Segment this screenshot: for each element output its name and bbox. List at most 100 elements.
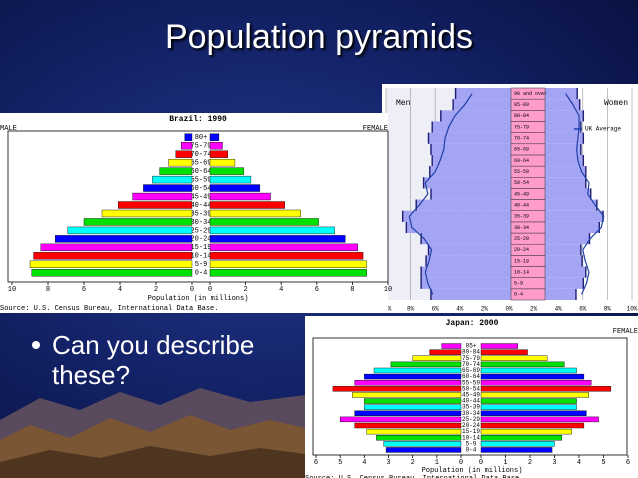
- edge-men: [405, 221, 408, 234]
- x-tick-label: 6: [626, 459, 630, 467]
- bar-female: [209, 243, 358, 252]
- x-tick-label: 8%: [604, 306, 612, 313]
- age-label: 60-64: [514, 158, 529, 164]
- age-label: 0-4: [466, 447, 477, 454]
- area-women: [509, 199, 598, 211]
- bar-female: [209, 184, 261, 192]
- x-tick-label: 0: [208, 286, 212, 294]
- bar-female: [209, 260, 367, 268]
- x-axis-label: Population (in millions): [148, 295, 249, 303]
- x-tick-label: 2: [243, 286, 247, 294]
- area-women: [509, 221, 601, 234]
- bar-male: [29, 260, 193, 268]
- edge-men: [415, 199, 417, 211]
- bar-male: [390, 361, 462, 368]
- bar-female: [480, 410, 587, 416]
- age-label: 35-39: [462, 404, 480, 411]
- area-women: [509, 266, 587, 278]
- age-label: 35-39: [514, 214, 529, 220]
- bar-male: [117, 201, 193, 209]
- age-label: 40-44: [190, 202, 211, 210]
- edge-men: [427, 132, 430, 144]
- area-men: [401, 210, 509, 222]
- area-women: [509, 121, 582, 133]
- bullet-dot: [32, 341, 40, 349]
- age-label: 10-14: [190, 253, 211, 261]
- bar-male: [354, 410, 462, 416]
- bar-female: [480, 355, 548, 361]
- foothills: [0, 446, 305, 478]
- x-tick-label: 1: [503, 459, 507, 467]
- area-women: [509, 188, 592, 200]
- age-label: 10-14: [514, 269, 529, 275]
- bar-male: [339, 416, 462, 423]
- x-tick-label: 10%: [627, 306, 638, 313]
- area-men: [420, 233, 509, 245]
- x-tick-label: 5: [338, 459, 342, 467]
- bar-male: [352, 392, 462, 398]
- bar-female: [480, 361, 565, 368]
- age-label: 35-39: [190, 210, 211, 218]
- x-tick-label: 4: [118, 286, 122, 294]
- area-men: [430, 288, 509, 300]
- area-men: [429, 166, 509, 178]
- bar-male: [132, 192, 193, 201]
- area-men: [425, 255, 509, 267]
- edge-men: [454, 88, 457, 100]
- age-box: [510, 87, 546, 100]
- x-tick-label: 6%: [432, 306, 440, 313]
- area-men: [420, 277, 509, 289]
- x-tick-label: 5: [601, 459, 605, 467]
- age-label: 50-54: [514, 180, 529, 186]
- area-men: [430, 188, 509, 200]
- x-tick-label: 4: [362, 459, 366, 467]
- age-label: 45-49: [462, 392, 480, 399]
- age-label: 75-79: [514, 124, 529, 130]
- slide-title: Population pyramids: [164, 18, 474, 56]
- area-women: [509, 233, 591, 245]
- x-tick-label: 8%: [407, 306, 415, 313]
- x-tick-label: 4: [577, 459, 581, 467]
- bar-male: [354, 380, 462, 386]
- x-tick-label: 2: [411, 459, 415, 467]
- bar-female: [209, 150, 228, 158]
- chart-title: Japan: 2000: [446, 319, 499, 328]
- area-women: [509, 132, 585, 144]
- area-men: [431, 121, 509, 133]
- area-women: [509, 154, 585, 167]
- bar-male: [383, 441, 462, 447]
- plot-frame: [7, 130, 389, 283]
- bar-female: [480, 404, 577, 410]
- age-label: 70-74: [462, 361, 480, 368]
- area-men: [420, 266, 509, 278]
- edge-men: [420, 233, 422, 245]
- edge-women: [575, 288, 577, 300]
- area-women: [509, 277, 585, 289]
- age-label: 70-74: [190, 151, 211, 159]
- series-label: MALE: [0, 125, 17, 133]
- source-note: Source: U.S. Census Bureau, Internationa…: [305, 475, 523, 478]
- edge-men: [440, 110, 442, 122]
- x-tick-label: 4%: [456, 306, 464, 313]
- area-women: [509, 110, 585, 122]
- bar-male: [385, 447, 462, 453]
- source-note: Source: U.S. Census Bureau, Internationa…: [0, 305, 218, 313]
- bar-male: [364, 398, 462, 404]
- bar-female: [209, 175, 252, 184]
- panel: [0, 113, 388, 313]
- area-men: [430, 143, 509, 155]
- edge-women: [580, 121, 582, 133]
- area-men: [454, 88, 509, 100]
- bar-female: [480, 367, 577, 374]
- bar-male: [40, 243, 193, 252]
- x-tick-label: 2%: [481, 306, 489, 313]
- bar-female: [480, 398, 577, 404]
- series-label: Men: [396, 99, 411, 108]
- x-tick-label: 4%: [555, 306, 563, 313]
- age-label: 85+: [466, 343, 477, 350]
- bullet-text: Can you describe these?: [52, 330, 255, 390]
- x-axis-label: Population (in millions): [422, 467, 523, 475]
- age-label: 50-54: [462, 385, 480, 392]
- edge-men: [452, 99, 454, 111]
- bar-male: [180, 142, 193, 150]
